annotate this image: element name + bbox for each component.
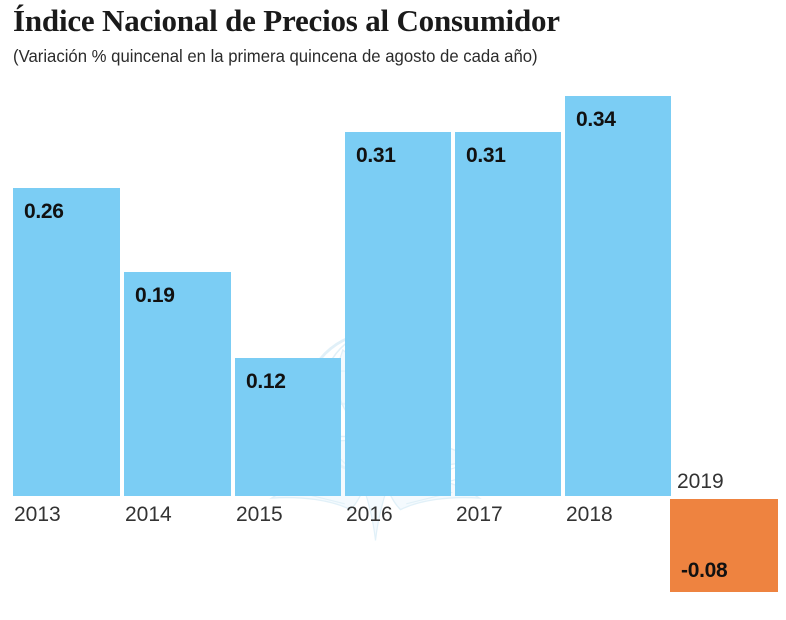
x-axis-label-2019: 2019 (677, 470, 724, 493)
bar-2016[interactable]: 0.31 (345, 132, 451, 496)
bar-series: 0.26 0.19 0.12 0.31 0.31 0.34 (0, 82, 786, 620)
chart-header: Índice Nacional de Precios al Consumidor… (0, 0, 786, 82)
bar-2017[interactable]: 0.31 (455, 132, 561, 496)
page-title: Índice Nacional de Precios al Consumidor (13, 3, 560, 38)
bar-2018[interactable]: 0.34 (565, 96, 671, 496)
x-axis-label-2014: 2014 (125, 503, 172, 526)
x-axis-label-2013: 2013 (14, 503, 61, 526)
bar-value-2014: 0.19 (135, 284, 175, 307)
bar-value-2016: 0.31 (356, 144, 396, 167)
bar-2019[interactable]: -0.08 (670, 499, 778, 592)
bar-value-2015: 0.12 (246, 370, 286, 393)
bar-2014[interactable]: 0.19 (124, 272, 231, 496)
bar-value-2013: 0.26 (24, 200, 64, 223)
x-axis-label-2015: 2015 (236, 503, 283, 526)
bar-value-2019: -0.08 (681, 559, 728, 582)
bar-value-2018: 0.34 (576, 108, 616, 131)
plot-area: 0.26 0.19 0.12 0.31 0.31 0.34 (0, 82, 786, 620)
chart-subtitle: (Variación % quincenal en la primera qui… (13, 46, 538, 66)
bar-value-2017: 0.31 (466, 144, 506, 167)
x-axis-label-2018: 2018 (566, 503, 613, 526)
bar-2013[interactable]: 0.26 (13, 188, 120, 496)
x-axis-label-2016: 2016 (346, 503, 393, 526)
bar-2015[interactable]: 0.12 (235, 358, 341, 496)
x-axis-label-2017: 2017 (456, 503, 503, 526)
